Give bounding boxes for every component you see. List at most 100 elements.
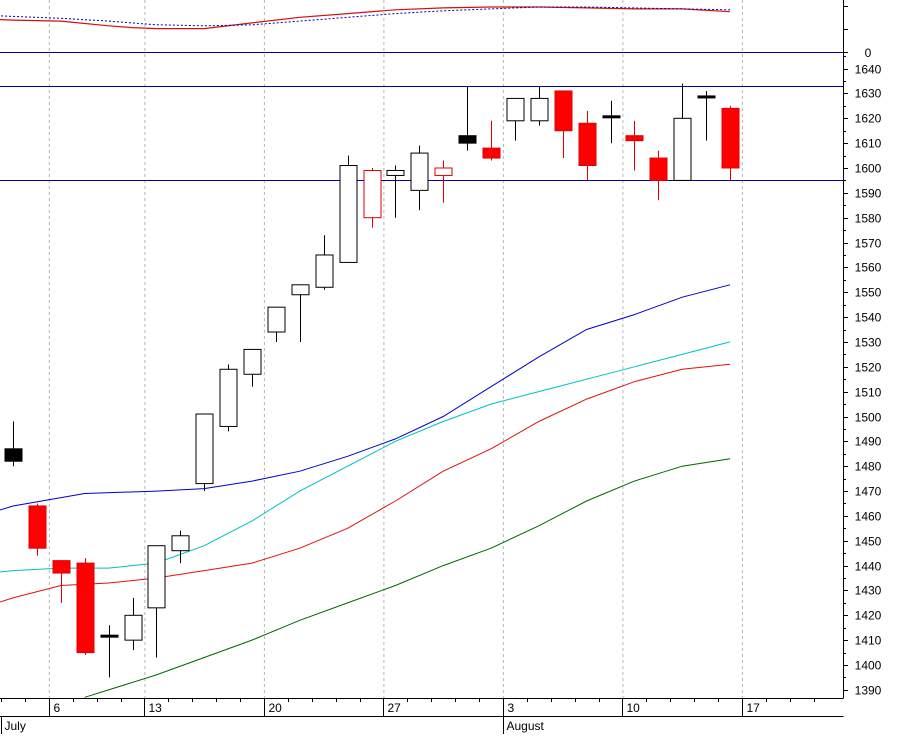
candle-body (673, 117, 692, 181)
candle-body (291, 284, 310, 296)
candle-body (28, 505, 47, 549)
candle (625, 120, 644, 171)
y-tick-label: 1640 (855, 63, 882, 77)
candle (578, 110, 597, 181)
y-tick-label: 1580 (855, 212, 882, 226)
candle-body (363, 169, 382, 219)
candle (267, 306, 286, 342)
y-tick-label: 1490 (855, 435, 882, 449)
y-tick-label: 1610 (855, 137, 882, 151)
candle (28, 503, 47, 556)
y-tick-label: 1420 (855, 609, 882, 623)
candle (52, 560, 71, 603)
candle (243, 348, 262, 387)
candle-body (482, 147, 501, 159)
moving-average-line (0, 341, 731, 573)
x-tick-label: 20 (269, 701, 283, 715)
candle (100, 625, 119, 678)
y-tick-label: 1430 (855, 584, 882, 598)
y-tick-label: 1530 (855, 336, 882, 350)
y-tick-label: 1550 (855, 286, 882, 300)
y-tick-label: 1460 (855, 510, 882, 524)
y-tick-label: 1440 (855, 560, 882, 574)
candle-body (721, 107, 740, 169)
candle-body (578, 122, 597, 167)
candle (410, 145, 429, 211)
y-tick-label: 1480 (855, 460, 882, 474)
y-tick-label: 1510 (855, 386, 882, 400)
candle (386, 165, 405, 218)
x-tick-label: 13 (149, 701, 163, 715)
y-tick-label: 1500 (855, 411, 882, 425)
x-month-label: August (507, 719, 545, 733)
candle-body (697, 95, 716, 99)
y-tick-label: 1540 (855, 311, 882, 325)
candle-body (147, 545, 166, 609)
candle (649, 150, 668, 201)
candle (339, 155, 358, 263)
candle-body (4, 448, 23, 462)
x-tick-label: 27 (388, 701, 402, 715)
candle (673, 83, 692, 181)
candle (530, 85, 549, 126)
x-month-label: July (5, 719, 26, 733)
indicator-red-line (0, 6, 731, 30)
candle-body (219, 368, 238, 427)
candle (721, 105, 740, 181)
moving-average-line (84, 458, 731, 698)
indicator-blue-dotted-line (0, 6, 731, 27)
candle-body (410, 152, 429, 191)
candle-body (339, 165, 358, 263)
candle-body (315, 254, 334, 288)
x-tick-label: 6 (54, 701, 61, 715)
x-tick-label: 3 (508, 701, 515, 715)
candle-body (76, 562, 95, 654)
y-tick-label: 1590 (855, 187, 882, 201)
candle (76, 558, 95, 656)
x-tick-label: 17 (747, 701, 761, 715)
y-tick-label: 1400 (855, 659, 882, 673)
candle (482, 120, 501, 161)
y-tick-label: 1450 (855, 535, 882, 549)
candle-body (243, 348, 262, 375)
y-tick-label: 1600 (855, 162, 882, 176)
y-tick-label: 1390 (855, 684, 882, 698)
moving-average-line (0, 363, 731, 603)
candle (124, 597, 143, 651)
candle-body (506, 97, 525, 122)
y-tick-label: 1560 (855, 261, 882, 275)
candle-body (625, 135, 644, 142)
candle (195, 413, 214, 492)
candle (697, 90, 716, 141)
y-tick-label: 1620 (855, 112, 882, 126)
candle (147, 545, 166, 658)
candle-body (602, 115, 621, 119)
candle-body (267, 306, 286, 333)
candle (291, 284, 310, 342)
candle-body (434, 167, 453, 176)
y-tick-label: 1520 (855, 361, 882, 375)
candle (506, 97, 525, 141)
candle (4, 421, 23, 467)
y-tick-label: 1570 (855, 237, 882, 251)
candle-body (171, 535, 190, 552)
candle (554, 90, 573, 159)
candle-body (554, 90, 573, 132)
candle (602, 100, 621, 144)
candle-body (195, 413, 214, 485)
moving-average-line (0, 284, 731, 511)
candle (458, 85, 477, 151)
candle-body (124, 614, 143, 641)
candle-body (458, 135, 477, 144)
y-tick-label: 1470 (855, 485, 882, 499)
candle-body (649, 157, 668, 181)
candle-body (386, 169, 405, 176)
candle-body (100, 634, 119, 638)
candle (315, 235, 334, 290)
candle-body (52, 560, 71, 574)
candle (434, 160, 453, 203)
candle (171, 530, 190, 564)
x-tick-label: 10 (627, 701, 641, 715)
